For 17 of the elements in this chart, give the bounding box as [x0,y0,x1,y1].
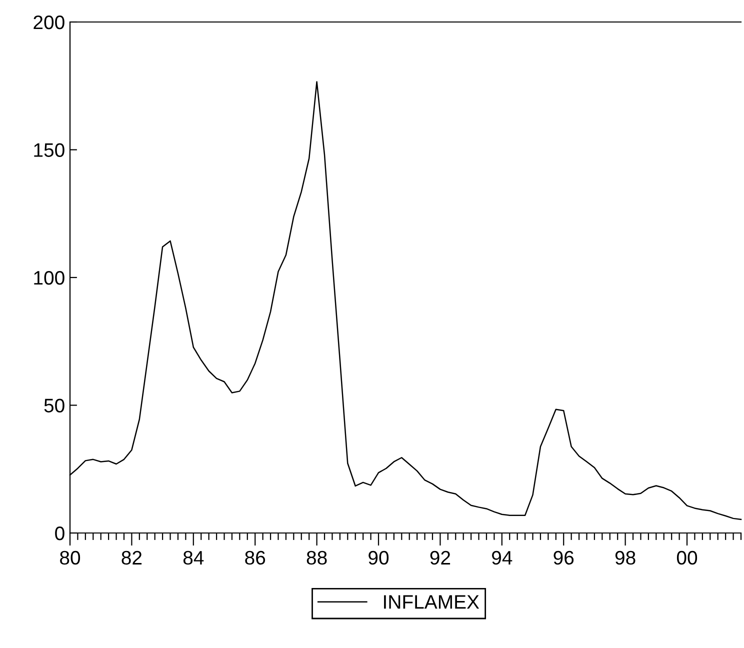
legend-label: INFLAMEX [384,595,480,609]
x-tick-label: 82 [122,550,142,565]
y-tick-label: 200 [34,15,64,30]
x-tick-label: 00 [676,550,698,565]
y-tick-label: 50 [44,398,64,412]
y-tick-label: 150 [34,143,64,157]
x-tick-label: 98 [615,550,636,565]
x-tick-label: 90 [368,550,389,565]
x-tick-label: 94 [492,550,512,565]
x-tick-label: 84 [183,550,204,565]
x-tick-label: 92 [430,550,450,565]
y-tick-label: 100 [34,270,64,285]
x-tick-label: 96 [554,550,574,565]
x-tick-label: 80 [60,550,80,565]
x-tick-label: 88 [306,550,327,565]
x-tick-label: 86 [245,550,266,565]
y-tick-label: 0 [55,526,64,540]
